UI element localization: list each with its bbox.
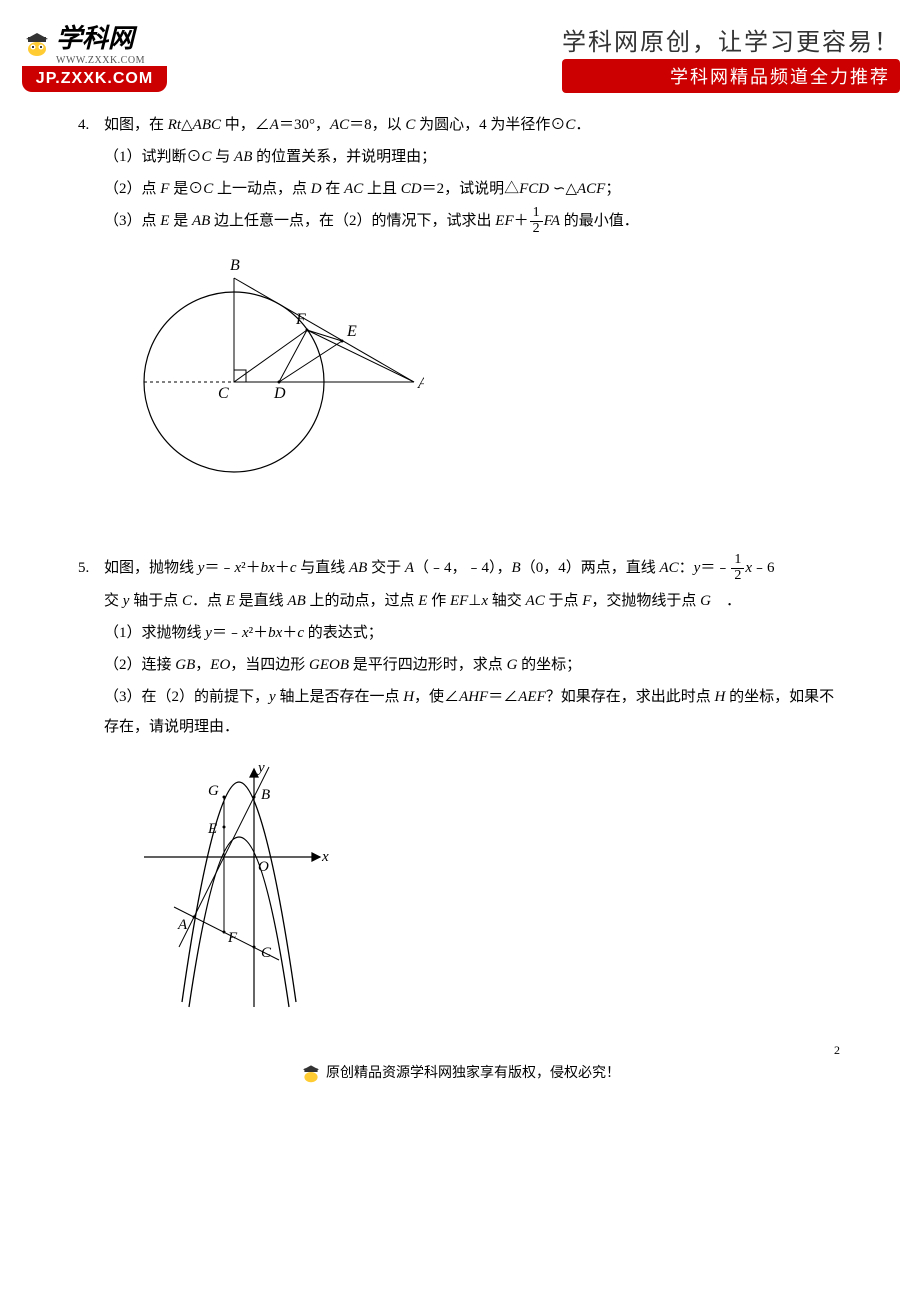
logo-title: 学科网 [56, 18, 145, 55]
header-promo: 学科网精品频道全力推荐 [562, 59, 900, 93]
logo-subtitle: WWW.ZXXK.COM [56, 55, 145, 66]
svg-text:C: C [261, 945, 272, 961]
problem-5: 5. 如图，抛物线 y＝﹣x²＋bx＋c 与直线 AB 交于 A（﹣4，﹣4），… [78, 553, 842, 1038]
stem-line2: 交 y 轴于点 C．点 E 是直线 AB 上的动点，过点 E 作 EF⊥x 轴交… [104, 586, 842, 616]
problem-4: 4. 如图，在 Rt△ABC 中，∠A＝30°，AC＝8，以 C 为圆心，4 为… [78, 110, 842, 503]
svg-text:E: E [207, 821, 217, 837]
sub-q1: （1）试判断⊙C 与 AB 的位置关系，并说明理由； [104, 142, 842, 172]
diagram-p5: y x O G B E A F C [134, 757, 842, 1028]
svg-text:F: F [295, 311, 306, 328]
page-content: 4. 如图，在 Rt△ABC 中，∠A＝30°，AC＝8，以 C 为圆心，4 为… [0, 90, 920, 1128]
svg-text:C: C [218, 385, 229, 402]
diagram-p4: B C D A E F [134, 252, 842, 493]
svg-text:B: B [230, 257, 240, 274]
page-number: 2 [834, 1043, 840, 1058]
logo-url-bar: JP.ZXXK.COM [22, 66, 167, 92]
svg-text:D: D [273, 385, 286, 402]
problem-stem: 如图，在 Rt△ABC 中，∠A＝30°，AC＝8，以 C 为圆心，4 为半径作… [104, 110, 842, 140]
svg-text:y: y [256, 760, 265, 776]
svg-text:B: B [261, 787, 270, 803]
svg-text:E: E [346, 323, 357, 340]
svg-text:F: F [227, 930, 238, 946]
mascot-small-icon [300, 1061, 322, 1083]
header-right: 学科网原创，让学习更容易！ 学科网精品频道全力推荐 [562, 22, 900, 93]
problem-number: 4. [78, 110, 104, 140]
sub-q3: （3）在（2）的前提下，y 轴上是否存在一点 H，使∠AHF＝∠AEF？如果存在… [104, 682, 842, 742]
page-footer: 原创精品资源学科网独家享有版权，侵权必究！ [0, 1061, 920, 1088]
footer-text: 原创精品资源学科网独家享有版权，侵权必究！ [326, 1062, 620, 1082]
mascot-icon [22, 27, 52, 57]
header-slogan: 学科网原创，让学习更容易！ [562, 22, 900, 57]
site-logo: 学科网 WWW.ZXXK.COM JP.ZXXK.COM [22, 18, 167, 92]
sub-q2: （2）点 F 是⊙C 上一动点，点 D 在 AC 上且 CD＝2，试说明△FCD… [104, 174, 842, 204]
svg-text:O: O [258, 859, 269, 875]
svg-text:x: x [321, 849, 329, 865]
page-header: 学科网 WWW.ZXXK.COM JP.ZXXK.COM 学科网原创，让学习更容… [0, 0, 920, 90]
problem-number: 5. [78, 553, 104, 583]
sub-q2: （2）连接 GB，EO，当四边形 GEOB 是平行四边形时，求点 G 的坐标； [104, 650, 842, 680]
svg-text:A: A [177, 917, 188, 933]
problem-stem: 如图，抛物线 y＝﹣x²＋bx＋c 与直线 AB 交于 A（﹣4，﹣4），B（0… [104, 553, 842, 584]
svg-text:A: A [417, 375, 424, 392]
svg-text:G: G [208, 783, 219, 799]
sub-q1: （1）求抛物线 y＝﹣x²＋bx＋c 的表达式； [104, 618, 842, 648]
sub-q3: （3）点 E 是 AB 边上任意一点，在（2）的情况下，试求出 EF＋12FA … [104, 206, 842, 237]
